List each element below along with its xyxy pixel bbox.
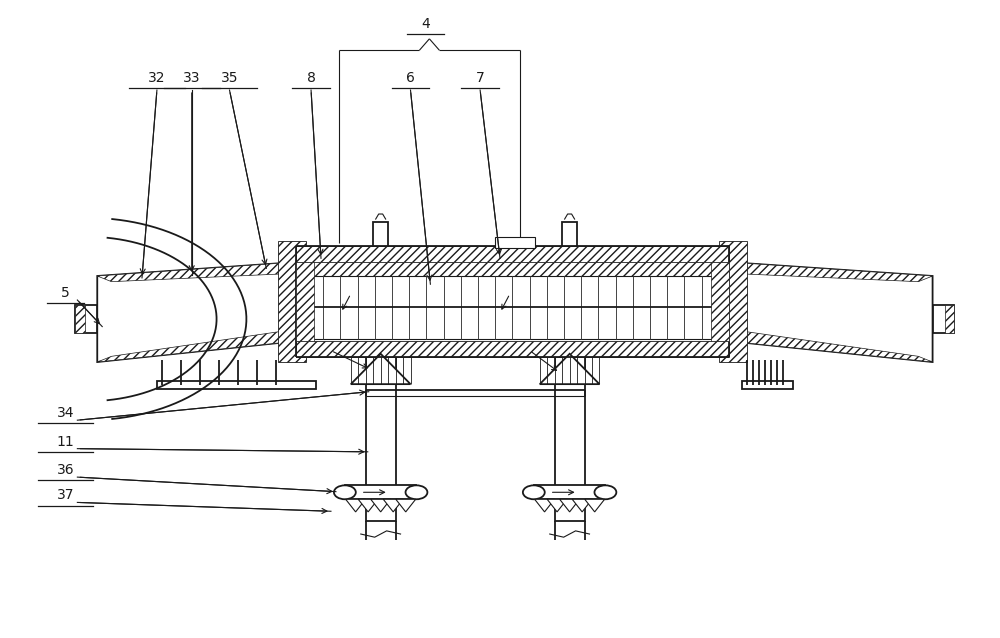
Bar [562, 222, 577, 246]
Polygon shape [572, 500, 592, 512]
Polygon shape [371, 500, 391, 512]
Polygon shape [351, 354, 411, 384]
Polygon shape [729, 262, 933, 362]
Bar [345, 486, 416, 500]
Bar [555, 357, 585, 521]
Polygon shape [540, 354, 599, 384]
Text: 11: 11 [57, 434, 74, 449]
Bar [742, 381, 793, 389]
Polygon shape [358, 500, 378, 512]
Bar [933, 305, 954, 333]
Polygon shape [383, 500, 403, 512]
Bar [373, 222, 388, 246]
Polygon shape [346, 500, 366, 512]
Polygon shape [729, 262, 933, 282]
Bar [296, 246, 729, 262]
Text: 4: 4 [421, 17, 430, 31]
Polygon shape [560, 500, 580, 512]
Bar [296, 262, 314, 341]
Text: 36: 36 [57, 463, 74, 477]
Circle shape [406, 486, 427, 500]
Bar [711, 262, 729, 341]
Bar [296, 341, 729, 357]
Circle shape [594, 486, 616, 500]
Bar [495, 237, 535, 248]
Text: 35: 35 [221, 71, 238, 85]
Text: 7: 7 [476, 71, 484, 85]
Bar [945, 305, 954, 333]
Polygon shape [535, 500, 554, 512]
Polygon shape [97, 262, 296, 362]
Bar [157, 381, 316, 389]
Polygon shape [729, 330, 933, 362]
Bar [306, 276, 719, 339]
Bar [75, 305, 97, 333]
Text: 32: 32 [148, 71, 166, 85]
Polygon shape [97, 330, 296, 362]
Polygon shape [396, 500, 416, 512]
Circle shape [334, 486, 356, 500]
Polygon shape [585, 500, 605, 512]
Polygon shape [97, 262, 296, 282]
Text: 37: 37 [57, 489, 74, 502]
Polygon shape [547, 500, 567, 512]
Bar [534, 486, 605, 500]
Text: 34: 34 [57, 406, 74, 420]
Circle shape [523, 486, 545, 500]
Text: 33: 33 [183, 71, 200, 85]
Bar [278, 241, 306, 362]
Text: 6: 6 [406, 71, 415, 85]
Text: 5: 5 [61, 286, 70, 300]
Bar [75, 305, 85, 333]
Bar [719, 241, 747, 362]
Text: 8: 8 [307, 71, 315, 85]
Bar [366, 357, 396, 521]
Bar [296, 262, 729, 276]
